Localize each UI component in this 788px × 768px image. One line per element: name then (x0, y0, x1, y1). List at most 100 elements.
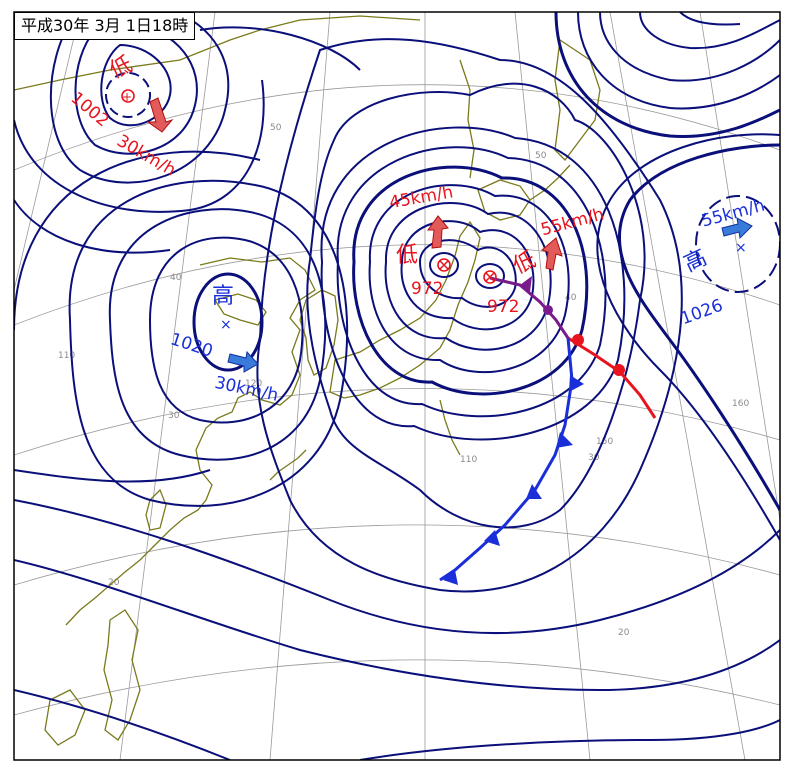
coastline-kamchatka (554, 38, 601, 161)
graticule-label: 150 (596, 437, 613, 447)
isobar (14, 79, 265, 213)
isobar (336, 146, 607, 418)
latitude-line (14, 659, 780, 716)
arrow-icon (541, 237, 563, 271)
graticule-label: 110 (58, 351, 75, 361)
low-center-cross (485, 272, 495, 282)
occluded-front-symbol (520, 276, 532, 292)
low-center-mark: + (122, 90, 132, 104)
graticule-label: 50 (535, 151, 547, 161)
isobar (49, 12, 230, 184)
coastline-philippines (103, 609, 141, 741)
latitude-line (14, 244, 780, 326)
isobar (14, 199, 171, 254)
isobar (639, 12, 780, 50)
high-center-mark: × (735, 240, 747, 256)
map-title: 平成30年 3月 1日18時 (14, 12, 196, 40)
cold-front-symbol (484, 530, 500, 546)
graticule-label: 30 (588, 453, 600, 463)
graticule-label: 120 (245, 379, 262, 389)
low-center-marker (437, 258, 451, 272)
arrow-icon (721, 217, 753, 240)
graticule-label: 40 (170, 273, 182, 283)
pressure-label: 972 (487, 297, 519, 317)
low-center-cross (439, 260, 449, 270)
graticule-label: 50 (270, 123, 282, 133)
graticule-label: 110 (460, 455, 477, 465)
low-center-marker (121, 89, 135, 103)
graticule-label: 30 (168, 411, 180, 421)
isobar (618, 143, 780, 511)
fronts (439, 276, 657, 585)
isobar (68, 179, 349, 507)
isobar (74, 24, 198, 155)
isobar (384, 202, 552, 351)
pressure-label: 1020 (168, 329, 215, 361)
arrow-icon (146, 97, 174, 133)
isobar (14, 559, 780, 692)
isobar (352, 165, 589, 396)
coastlines (14, 15, 601, 746)
coastline-hokkaido (477, 179, 531, 221)
isobar (475, 263, 505, 289)
longitude-line (699, 12, 780, 521)
coastline-kurils (529, 164, 571, 201)
occluded-front-symbol (543, 305, 553, 315)
low-symbol: 低 (509, 247, 540, 279)
isobar (596, 133, 780, 541)
motion-label: 30km/h (113, 131, 179, 181)
isobars (14, 12, 780, 760)
isobar (148, 236, 304, 424)
warm-front-symbol (572, 334, 584, 346)
isobar-dashed (105, 72, 151, 118)
latitude-line (14, 84, 780, 171)
isobar-dashed (695, 195, 780, 293)
graticule-label: 160 (732, 399, 749, 409)
coastline-luzon-south (44, 689, 86, 746)
coastline-sakhalin (459, 59, 475, 179)
isobar (100, 43, 172, 127)
low-symbol: 低 (396, 243, 418, 268)
isobar (577, 12, 780, 110)
arrow-icon (227, 350, 259, 373)
pressure-label: 1026 (678, 296, 725, 330)
low-center-marker (483, 270, 497, 284)
high-center-mark: × (220, 317, 232, 333)
cold-front-symbol (569, 375, 584, 392)
isobar (306, 82, 646, 529)
coastline-japan (329, 220, 481, 399)
cold-front-symbol (443, 570, 458, 585)
isobar (679, 12, 741, 26)
coastline-taiwan (145, 488, 167, 531)
longitude-line (269, 12, 331, 760)
motion-label: 55km/h (539, 204, 607, 240)
isobar (14, 469, 211, 483)
longitude-line (514, 12, 591, 760)
isobar (108, 208, 327, 461)
coastline-ryukyu (269, 449, 307, 481)
graticule-label: 40 (565, 293, 577, 303)
warm-front-symbol (613, 364, 625, 376)
isobar (359, 719, 780, 760)
graticule-label: 20 (108, 578, 120, 588)
isobar (418, 239, 517, 308)
isobar (14, 499, 780, 635)
isobar (599, 12, 780, 82)
high-symbol: 高 (680, 245, 711, 277)
isobar (192, 272, 264, 372)
high-symbol: 高 (212, 284, 234, 309)
latitude-line (14, 524, 780, 586)
map-frame (13, 11, 781, 761)
isobar (14, 689, 231, 760)
isobar (429, 252, 459, 278)
longitude-line (609, 12, 746, 760)
isobar (368, 184, 570, 373)
coastline-korea-china (65, 257, 316, 626)
pressure-label: 972 (411, 279, 443, 299)
longitude-line (14, 12, 81, 291)
isobar (14, 150, 261, 331)
latitude-line (14, 388, 780, 456)
coastline-korea-peninsula (299, 289, 339, 376)
cold-front-symbol (556, 432, 573, 448)
